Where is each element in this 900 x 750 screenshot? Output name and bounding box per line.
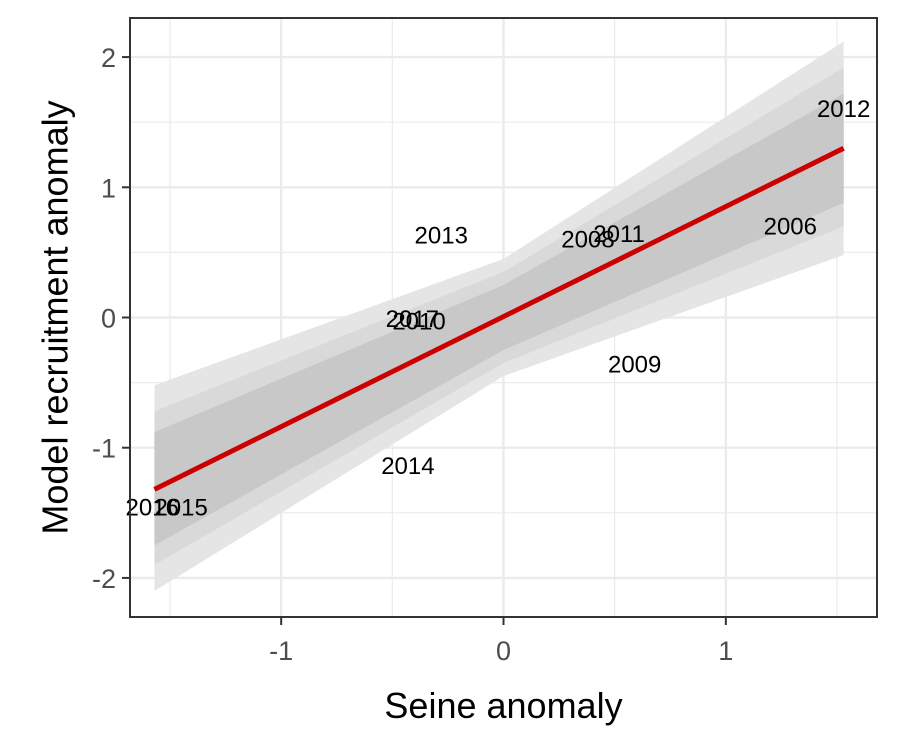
- y-tick-label: -1: [92, 434, 116, 464]
- y-tick-label: 2: [101, 43, 116, 73]
- y-tick-label: 1: [101, 173, 116, 203]
- x-axis-title: Seine anomaly: [384, 685, 622, 726]
- axes: -1 0 1 -2 -1 0 1 2: [92, 43, 733, 666]
- point-label-2008: 2008: [561, 226, 614, 253]
- point-label-2012: 2012: [817, 96, 870, 123]
- y-tick-label: -2: [92, 564, 116, 594]
- point-label-2006: 2006: [764, 213, 817, 240]
- fit-line-group: [153, 145, 845, 492]
- x-tick-label: -1: [269, 636, 293, 666]
- point-label-2013: 2013: [415, 222, 468, 249]
- y-axis-title: Model recruitment anomaly: [35, 100, 76, 534]
- point-label-2011: 2011: [593, 221, 645, 248]
- point-label-2015: 2015: [154, 495, 207, 522]
- y-tick-label: 0: [101, 304, 116, 334]
- point-label-2014: 2014: [381, 453, 434, 480]
- point-label-2009: 2009: [608, 351, 661, 378]
- x-tick-label: 0: [496, 636, 511, 666]
- point-label-2016: 2016: [126, 495, 179, 522]
- point-label-2010: 2010: [392, 308, 445, 335]
- fit-line: [153, 145, 845, 492]
- x-tick-label: 1: [718, 636, 733, 666]
- point-label-2017: 2017: [386, 306, 439, 333]
